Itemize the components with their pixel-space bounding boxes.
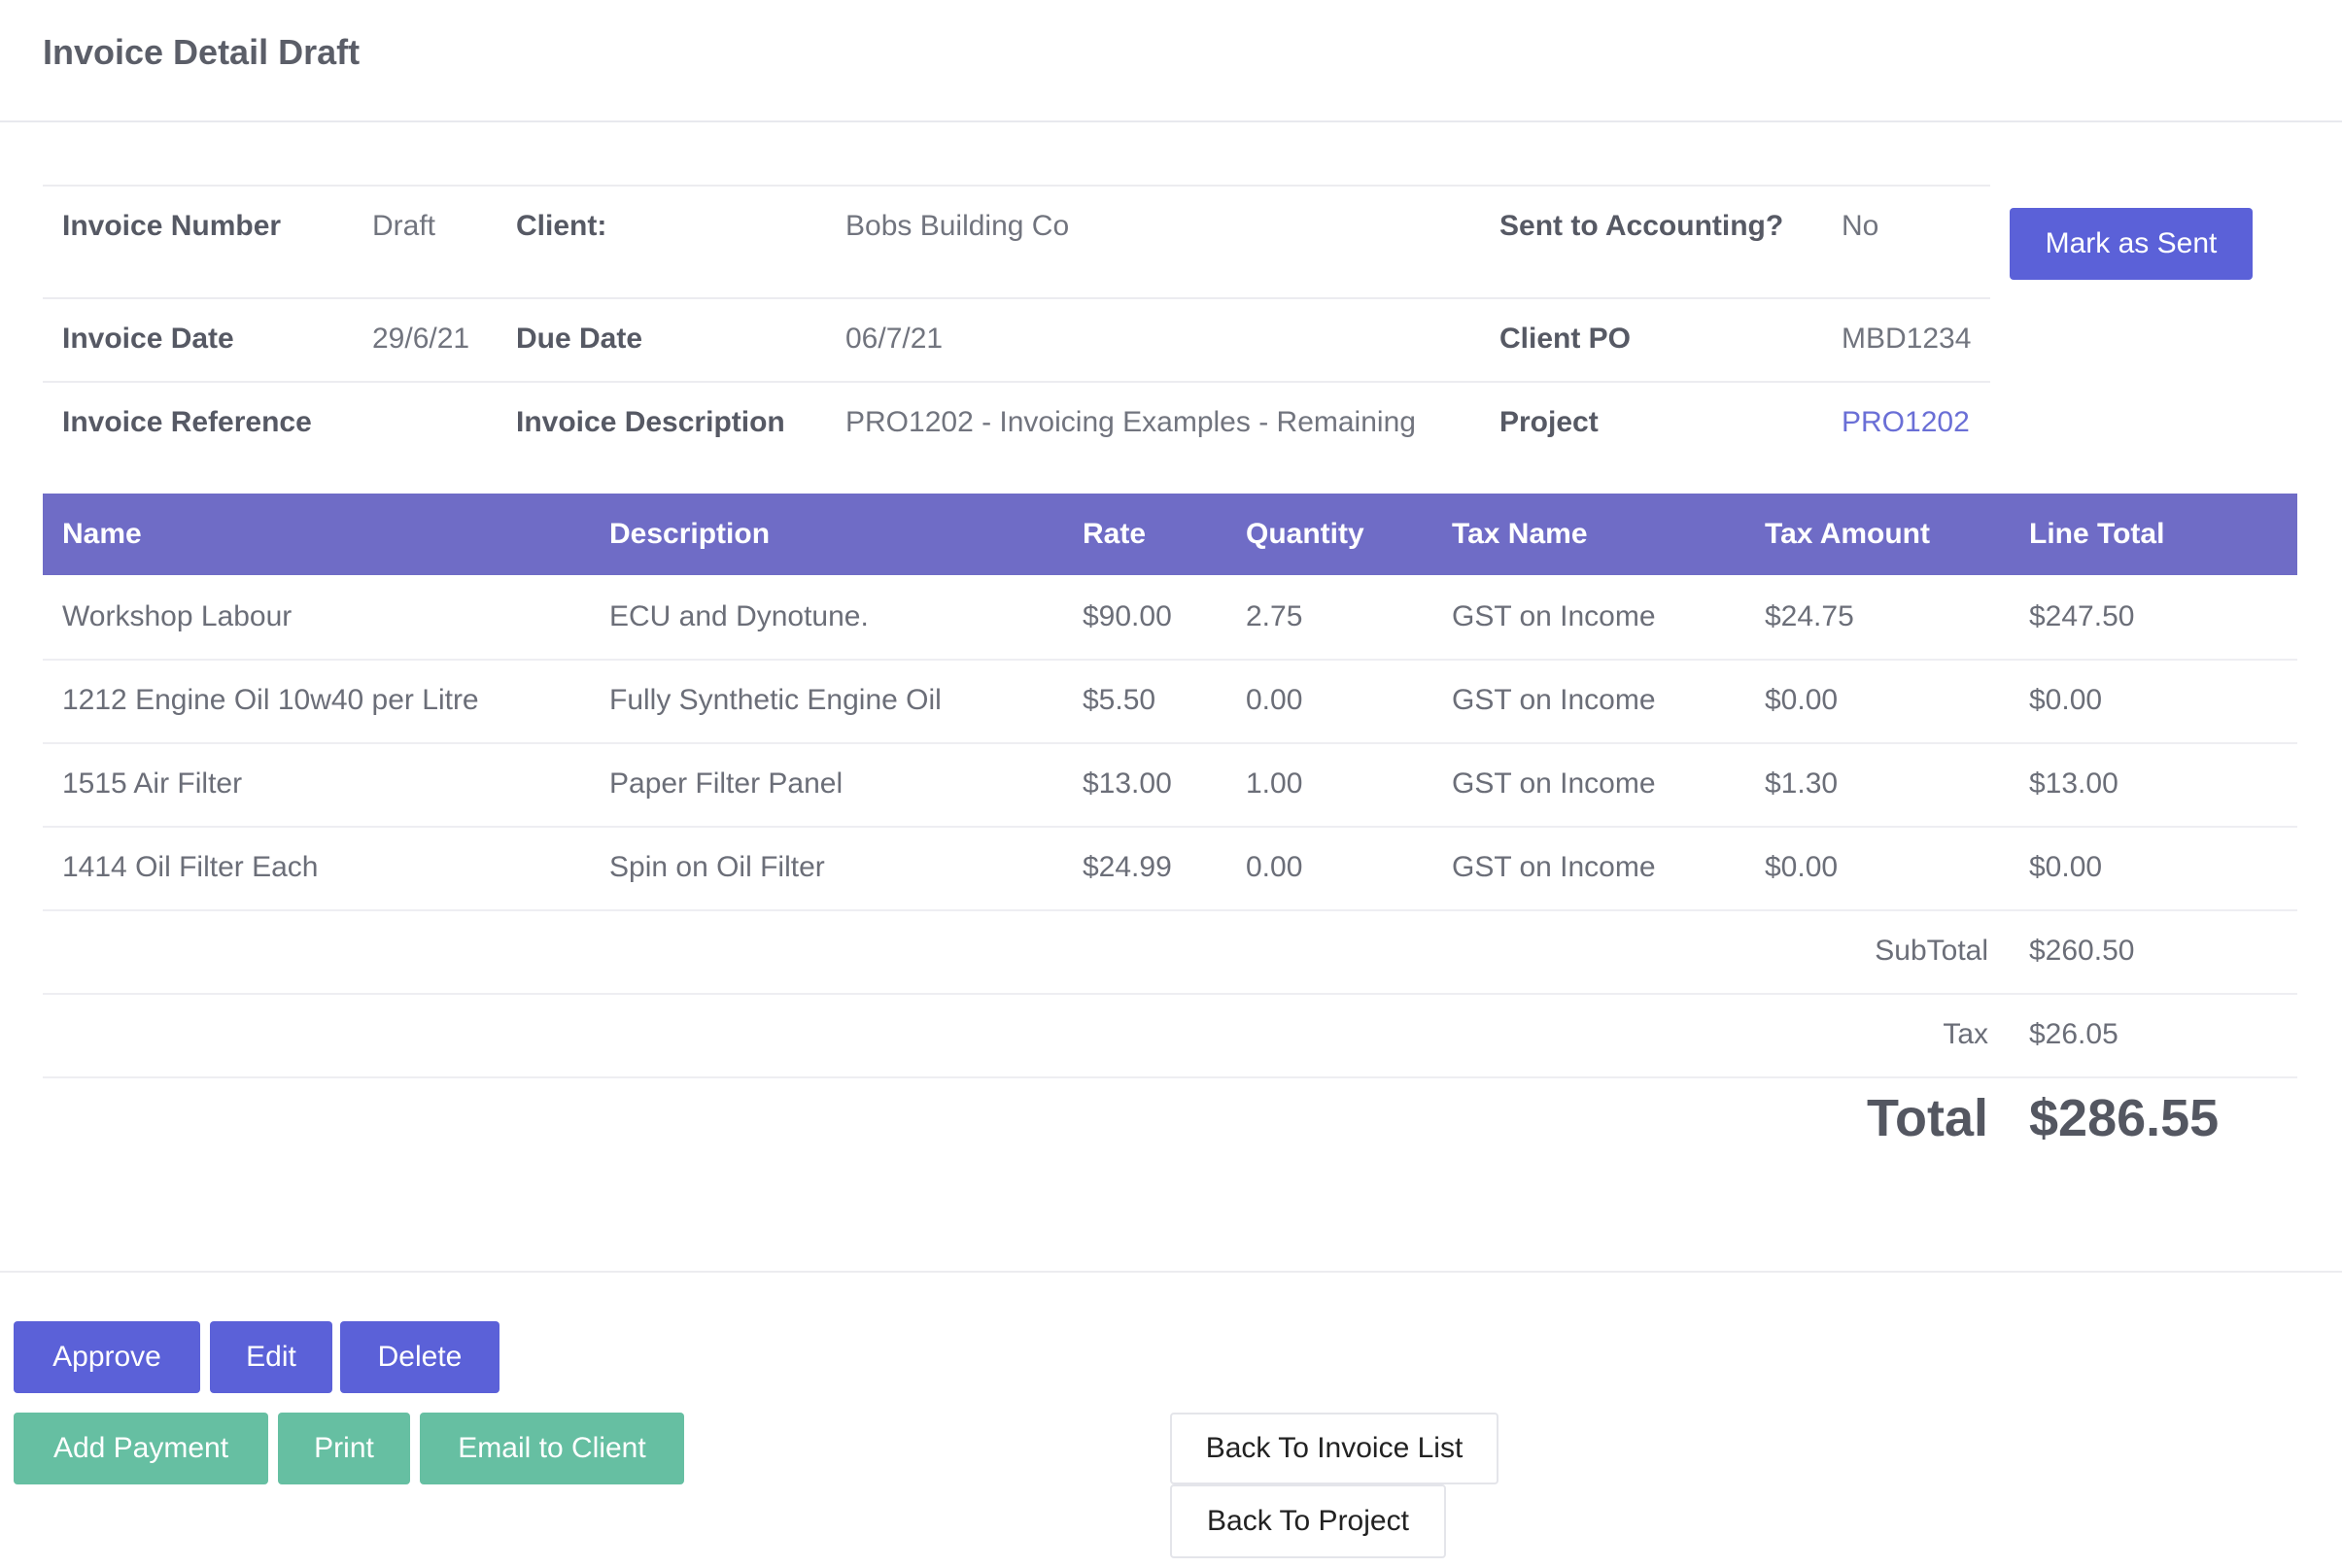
cell-description: ECU and Dynotune. (609, 600, 869, 632)
column-header-tax-name: Tax Name (1452, 518, 1588, 550)
cell-description: Spin on Oil Filter (609, 851, 825, 883)
tax-value: $26.05 (2029, 1018, 2118, 1050)
invoice-date-label: Invoice Date (62, 323, 234, 355)
cell-name: 1515 Air Filter (62, 767, 243, 800)
mark-as-sent-button[interactable]: Mark as Sent (2010, 208, 2253, 280)
column-header-name: Name (62, 518, 142, 550)
cell-name: 1212 Engine Oil 10w40 per Litre (62, 684, 479, 716)
table-header: Name Description Rate Quantity Tax Name … (43, 494, 2297, 575)
cell-line-total: $247.50 (2029, 600, 2135, 632)
approve-button[interactable]: Approve (14, 1321, 200, 1393)
details-row-1 (43, 185, 1990, 187)
total-label: Total (1867, 1089, 1988, 1147)
table-row: 1212 Engine Oil 10w40 per Litre Fully Sy… (43, 659, 2297, 744)
column-header-tax-amount: Tax Amount (1765, 518, 1930, 550)
table-row: 1515 Air Filter Paper Filter Panel $13.0… (43, 742, 2297, 828)
cell-rate: $24.99 (1083, 851, 1172, 883)
project-label: Project (1499, 406, 1599, 438)
cell-quantity: 0.00 (1246, 851, 1303, 883)
table-row: 1414 Oil Filter Each Spin on Oil Filter … (43, 826, 2297, 911)
cell-name: 1414 Oil Filter Each (62, 851, 319, 883)
total-value: $286.55 (2029, 1089, 2220, 1147)
invoice-reference-label: Invoice Reference (62, 406, 312, 438)
tax-label: Tax (1943, 1018, 1988, 1050)
details-row-3 (43, 381, 1990, 383)
back-to-project-button[interactable]: Back To Project (1170, 1484, 1446, 1558)
cell-tax-name: GST on Income (1452, 767, 1656, 800)
delete-button[interactable]: Delete (340, 1321, 499, 1393)
column-header-rate: Rate (1083, 518, 1147, 550)
email-to-client-button[interactable]: Email to Client (420, 1413, 684, 1484)
due-date-value: 06/7/21 (845, 323, 944, 355)
back-to-invoice-list-button[interactable]: Back To Invoice List (1170, 1413, 1498, 1484)
invoice-description-value: PRO1202 - Invoicing Examples - Remaining (845, 406, 1416, 438)
cell-tax-amount: $0.00 (1765, 851, 1839, 883)
project-link[interactable]: PRO1202 (1842, 406, 1970, 438)
client-po-value: MBD1234 (1842, 323, 1972, 355)
edit-button[interactable]: Edit (210, 1321, 332, 1393)
column-header-quantity: Quantity (1246, 518, 1364, 550)
cell-tax-amount: $1.30 (1765, 767, 1839, 800)
cell-name: Workshop Labour (62, 600, 293, 632)
cell-tax-amount: $0.00 (1765, 684, 1839, 716)
invoice-description-label: Invoice Description (516, 406, 785, 438)
subtotal-value: $260.50 (2029, 935, 2135, 967)
print-button[interactable]: Print (278, 1413, 410, 1484)
cell-rate: $13.00 (1083, 767, 1172, 800)
sent-to-accounting-value: No (1842, 210, 1879, 242)
cell-quantity: 2.75 (1246, 600, 1303, 632)
cell-tax-name: GST on Income (1452, 684, 1656, 716)
cell-quantity: 0.00 (1246, 684, 1303, 716)
cell-quantity: 1.00 (1246, 767, 1303, 800)
table-row: Workshop Labour ECU and Dynotune. $90.00… (43, 575, 2297, 661)
cell-description: Fully Synthetic Engine Oil (609, 684, 942, 716)
subtotal-row: SubTotal $260.50 (43, 909, 2297, 995)
cell-tax-amount: $24.75 (1765, 600, 1854, 632)
cell-tax-name: GST on Income (1452, 600, 1656, 632)
cell-rate: $5.50 (1083, 684, 1156, 716)
page-header: Invoice Detail Draft (0, 0, 2342, 122)
invoice-date-value: 29/6/21 (372, 323, 470, 355)
cell-line-total: $13.00 (2029, 767, 2118, 800)
page-title: Invoice Detail Draft (43, 32, 361, 72)
details-row-2 (43, 297, 1990, 299)
subtotal-label: SubTotal (1875, 935, 1988, 967)
sent-to-accounting-label: Sent to Accounting? (1499, 210, 1784, 242)
invoice-number-value: Draft (372, 210, 436, 242)
cell-rate: $90.00 (1083, 600, 1172, 632)
client-value: Bobs Building Co (845, 210, 1070, 242)
invoice-number-label: Invoice Number (62, 210, 282, 242)
cell-line-total: $0.00 (2029, 851, 2103, 883)
column-header-description: Description (609, 518, 771, 550)
cell-line-total: $0.00 (2029, 684, 2103, 716)
client-po-label: Client PO (1499, 323, 1632, 355)
footer-divider (0, 1271, 2342, 1273)
cell-tax-name: GST on Income (1452, 851, 1656, 883)
column-header-line-total: Line Total (2029, 518, 2165, 550)
due-date-label: Due Date (516, 323, 643, 355)
cell-description: Paper Filter Panel (609, 767, 844, 800)
tax-row: Tax $26.05 (43, 993, 2297, 1078)
client-label: Client: (516, 210, 607, 242)
add-payment-button[interactable]: Add Payment (14, 1413, 268, 1484)
